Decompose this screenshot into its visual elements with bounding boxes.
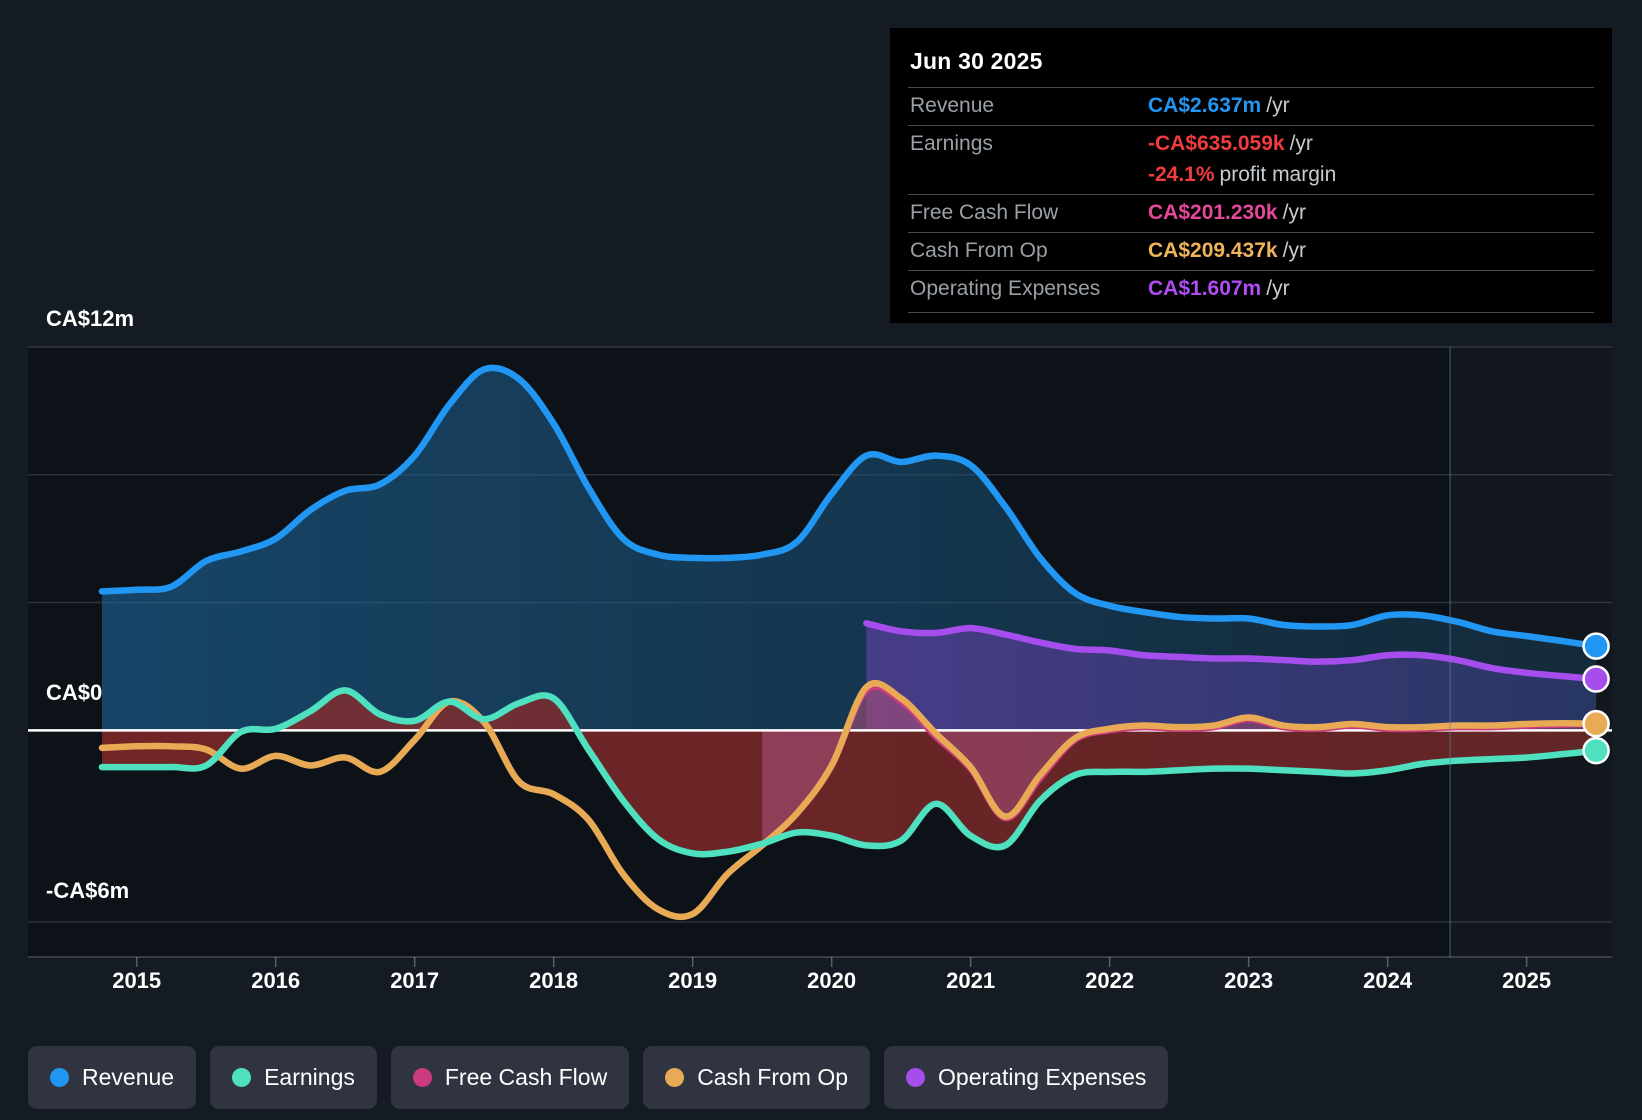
tooltip-metric-unit: /yr: [1282, 239, 1306, 262]
earnings-line: [98, 687, 1600, 858]
legend-item-label: Earnings: [264, 1064, 355, 1090]
tooltip-metric-value: -CA$635.059k/yr: [1148, 132, 1313, 155]
legend-item-operating-expenses[interactable]: Operating Expenses: [884, 1046, 1169, 1109]
x-axis-tick-label: 2023: [1224, 968, 1274, 993]
tooltip-card: Jun 30 2025 Revenue CA$2.637m/yr Earnings -…: [890, 28, 1612, 323]
tooltip-row: Operating Expenses CA$1.607m/yr: [908, 270, 1594, 308]
tooltip-row: Cash From Op CA$209.437k/yr: [908, 232, 1594, 270]
revenue-end-marker: [1582, 632, 1610, 660]
operating-expenses-line: [863, 620, 1600, 683]
legend-item-label: Revenue: [82, 1064, 175, 1090]
revenue-area: [101, 367, 1597, 731]
tooltip-row: Earnings -CA$635.059k/yr: [908, 125, 1594, 163]
legend-color-dot-icon: [665, 1068, 685, 1087]
series-lines: [98, 364, 1600, 921]
tooltip-metric-value: CA$201.230k/yr: [1148, 201, 1306, 224]
x-axis-tick-label: 2016: [251, 968, 301, 993]
tooltip-metric-value: CA$1.607m/yr: [1148, 277, 1290, 300]
legend-item-free-cash-flow[interactable]: Free Cash Flow: [390, 1046, 630, 1109]
legend-item-label: Cash From Op: [697, 1064, 849, 1090]
revenue-line: [98, 364, 1600, 650]
x-axis-tick-label: 2018: [529, 968, 579, 993]
legend-item-label: Free Cash Flow: [444, 1064, 608, 1090]
legend-color-dot-icon: [906, 1068, 926, 1087]
operating-expenses-area: [866, 623, 1597, 731]
y-axis-label-top: CA$12m: [46, 306, 135, 331]
tooltip-metric-label: Revenue: [910, 94, 995, 117]
legend-item-revenue[interactable]: Revenue: [28, 1046, 197, 1109]
tooltip-metric-label: Cash From Op: [910, 239, 1048, 262]
tooltip-metric-unit: /yr: [1282, 201, 1306, 224]
legend-color-dot-icon: [50, 1068, 69, 1087]
legend-color-dot-icon: [412, 1068, 432, 1087]
tooltip-row: Free Cash Flow CA$201.230k/yr: [908, 194, 1594, 232]
x-axis-tick-label: 2019: [668, 968, 718, 993]
series-end-markers: [1582, 632, 1610, 765]
x-axis-tick-label: 2020: [807, 968, 857, 993]
x-axis-tick-label: 2015: [112, 968, 162, 993]
tooltip-metric-unit: profit margin: [1219, 163, 1337, 186]
legend-item-label: Operating Expenses: [938, 1064, 1147, 1090]
tooltip-metric-value: CA$2.637m/yr: [1148, 94, 1290, 117]
operating-expenses-end-marker: [1582, 665, 1610, 693]
y-axis-label-zero: CA$0: [46, 680, 103, 705]
tooltip-metric-label: Earnings: [910, 132, 993, 155]
tooltip-row: Revenue CA$2.637m/yr: [908, 87, 1594, 125]
legend-color-dot-icon: [232, 1068, 252, 1087]
cash-from-op-end-marker: [1582, 709, 1610, 738]
x-axis-tick-label: 2017: [390, 968, 440, 993]
cash-from-op-line: [98, 679, 1600, 921]
legend-item-cash-from-op[interactable]: Cash From Op: [643, 1046, 871, 1109]
tooltip-metric-label: Operating Expenses: [910, 277, 1101, 300]
x-axis-tick-label: 2021: [946, 968, 996, 993]
earnings-end-marker: [1582, 736, 1610, 765]
x-axis-tick-label: 2022: [1085, 968, 1135, 993]
tooltip-metric-value: -24.1% profit margin: [1148, 163, 1337, 186]
x-axis-tick-label: 2025: [1502, 968, 1552, 993]
tooltip-metric-label: Free Cash Flow: [910, 201, 1059, 224]
chart-legend: Revenue Earnings Free Cash Flow Cash From O…: [28, 1046, 1169, 1109]
y-axis-label-bottom: -CA$6m: [46, 878, 130, 903]
tooltip-metric-unit: /yr: [1266, 94, 1290, 117]
tooltip-metric-unit: /yr: [1289, 132, 1313, 155]
x-axis-tick-label: 2024: [1363, 968, 1413, 993]
x-axis-ticks: [135, 957, 1528, 967]
tooltip-metric-value: CA$209.437k/yr: [1148, 239, 1306, 262]
tooltip-rows: Revenue CA$2.637m/yr Earnings -CA$635.059k /…: [908, 87, 1594, 308]
tooltip-row: -24.1% profit margin: [908, 163, 1594, 194]
tooltip-bottom-divider: [908, 312, 1594, 313]
legend-item-earnings[interactable]: Earnings: [210, 1046, 377, 1109]
tooltip-date: Jun 30 2025: [910, 48, 1043, 74]
tooltip-metric-unit: /yr: [1266, 277, 1290, 300]
